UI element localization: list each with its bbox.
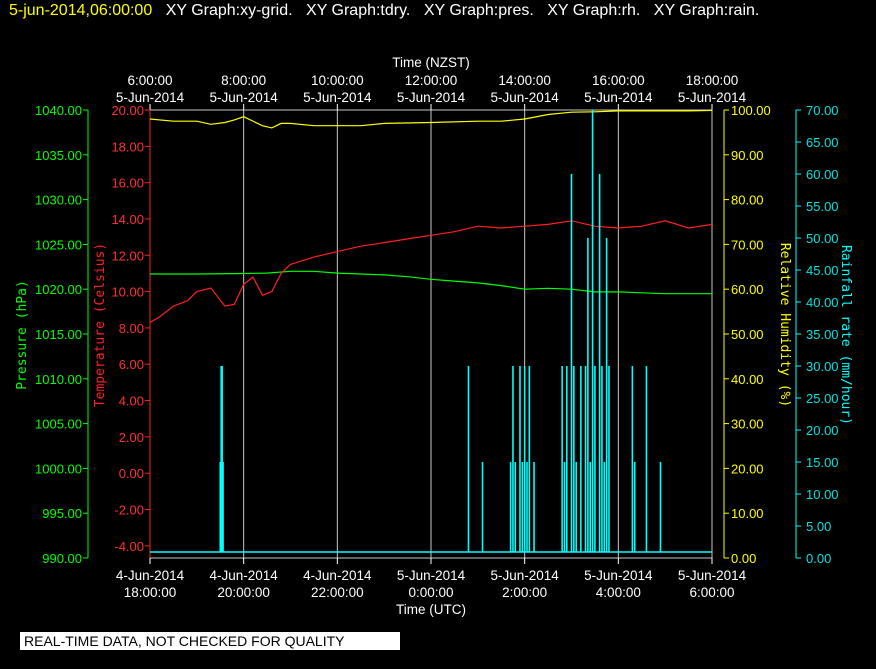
chart-labels: 4-Jun-2014 18:00:00 6:00:00 5-Jun-2014 4-Jun… <box>15 55 853 617</box>
top-tick-time-label: 6:00:00 <box>127 73 172 88</box>
humidity-tick-label: 20.00 <box>731 461 764 476</box>
chart-grid <box>149 109 713 559</box>
pressure-tick-label: 1040.00 <box>35 103 82 118</box>
pressure-tick-label: 995.00 <box>42 506 82 521</box>
rain-tick-label: 25.00 <box>806 391 839 406</box>
top-tick-time-label: 18:00:00 <box>686 73 739 88</box>
humidity-tick-label: 70.00 <box>731 237 764 252</box>
humidity-line <box>149 109 713 129</box>
rain-tick-label: 45.00 <box>806 263 839 278</box>
bottom-tick-date-label: 5-Jun-2014 <box>678 568 747 583</box>
header-graph-rain: XY Graph:rain. <box>653 2 760 19</box>
bottom-tick-time-label: 22:00:00 <box>311 585 364 600</box>
temperature-tick-label: 14.00 <box>111 212 144 227</box>
temperature-tick-label: 4.00 <box>119 394 144 409</box>
temperature-tick-label: 20.00 <box>111 103 144 118</box>
pressure-tick-label: 1025.00 <box>35 237 82 252</box>
chart-axes <box>83 104 801 564</box>
rain-axis-title: Rainfall rate (mm/hour) <box>838 245 853 425</box>
rain-tick-label: 20.00 <box>806 423 839 438</box>
temperature-tick-label: 2.00 <box>119 430 144 445</box>
top-tick-date-label: 5-Jun-2014 <box>303 90 372 105</box>
top-tick-time-label: 8:00:00 <box>221 73 266 88</box>
temperature-tick-label: 10.00 <box>111 285 144 300</box>
header-graph-rh: XY Graph:rh. <box>547 2 641 19</box>
pressure-tick-label: 1000.00 <box>35 461 82 476</box>
pressure-tick-label: 1035.00 <box>35 148 82 163</box>
temperature-tick-label: 8.00 <box>119 321 144 336</box>
top-tick-time-label: 12:00:00 <box>405 73 458 88</box>
top-tick-time-label: 10:00:00 <box>311 73 364 88</box>
rain-tick-label: 15.00 <box>806 455 839 470</box>
humidity-tick-label: 0.00 <box>731 551 756 566</box>
quality-banner: REAL-TIME DATA, NOT CHECKED FOR QUALITY <box>20 632 400 650</box>
header-graph-xy-grid: XY Graph:xy-grid. <box>165 2 293 19</box>
temperature-tick-label: 0.00 <box>119 466 144 481</box>
pressure-tick-label: 1015.00 <box>35 327 82 342</box>
top-tick-date-label: 5-Jun-2014 <box>210 90 279 105</box>
header-graph-pres: XY Graph:pres. <box>423 2 534 19</box>
bottom-tick-time-label: 18:00:00 <box>124 585 177 600</box>
top-tick-date-label: 5-Jun-2014 <box>491 90 560 105</box>
bottom-tick-time-label: 20:00:00 <box>217 585 270 600</box>
humidity-tick-label: 30.00 <box>731 417 764 432</box>
humidity-tick-label: 100.00 <box>731 103 771 118</box>
bottom-tick-time-label: 6:00:00 <box>689 585 734 600</box>
bottom-tick-date-label: 5-Jun-2014 <box>491 568 560 583</box>
humidity-tick-label: 90.00 <box>731 148 764 163</box>
pressure-tick-label: 1010.00 <box>35 372 82 387</box>
rain-tick-label: 0.00 <box>806 551 831 566</box>
top-tick-date-label: 5-Jun-2014 <box>584 90 653 105</box>
bottom-tick-date-label: 5-Jun-2014 <box>584 568 653 583</box>
rain-tick-label: 60.00 <box>806 167 839 182</box>
temperature-tick-label: 18.00 <box>111 139 144 154</box>
pressure-tick-label: 1005.00 <box>35 417 82 432</box>
temperature-tick-label: 6.00 <box>119 357 144 372</box>
temperature-axis-title: Temperature (Celsius) <box>93 243 108 407</box>
rain-tick-label: 35.00 <box>806 327 839 342</box>
top-tick-date-label: 5-Jun-2014 <box>116 90 185 105</box>
rain-tick-label: 65.00 <box>806 135 839 150</box>
bottom-tick-date-label: 4-Jun-2014 <box>303 568 372 583</box>
header-timestamp: 5-jun-2014,06:00:00 <box>9 2 153 19</box>
top-tick-date-label: 5-Jun-2014 <box>397 90 466 105</box>
rain-tick-label: 55.00 <box>806 199 839 214</box>
temperature-tick-label: 16.00 <box>111 176 144 191</box>
humidity-tick-label: 80.00 <box>731 193 764 208</box>
bottom-axis-title: Time (UTC) <box>396 602 466 617</box>
bottom-tick-time-label: 2:00:00 <box>502 585 547 600</box>
top-tick-time-label: 16:00:00 <box>592 73 645 88</box>
humidity-tick-label: 10.00 <box>731 506 764 521</box>
temperature-tick-label: -2.00 <box>114 503 144 518</box>
chart-series <box>149 109 713 553</box>
rain-tick-label: 5.00 <box>806 519 831 534</box>
bottom-tick-time-label: 0:00:00 <box>408 585 453 600</box>
pressure-axis-title: Pressure (hPa) <box>15 280 30 390</box>
humidity-tick-label: 60.00 <box>731 282 764 297</box>
humidity-tick-label: 50.00 <box>731 327 764 342</box>
header-bar: 5-jun-2014,06:00:00 XY Graph:xy-grid. XY… <box>9 2 759 20</box>
humidity-axis-title: Relative Humidity (%) <box>777 243 792 407</box>
bottom-tick-date-label: 4-Jun-2014 <box>116 568 185 583</box>
pressure-tick-label: 990.00 <box>42 551 82 566</box>
rain-tick-label: 40.00 <box>806 295 839 310</box>
header-graph-tdry: XY Graph:tdry. <box>306 2 411 19</box>
rain-tick-label: 70.00 <box>806 103 839 118</box>
top-axis-title: Time (NZST) <box>392 55 470 70</box>
rain-tick-label: 50.00 <box>806 231 839 246</box>
top-tick-time-label: 14:00:00 <box>498 73 551 88</box>
temperature-tick-label: -4.00 <box>114 539 144 554</box>
temperature-tick-label: 12.00 <box>111 248 144 263</box>
pressure-tick-label: 1020.00 <box>35 282 82 297</box>
bottom-tick-date-label: 4-Jun-2014 <box>210 568 279 583</box>
rain-tick-label: 10.00 <box>806 487 839 502</box>
bottom-tick-time-label: 4:00:00 <box>596 585 641 600</box>
pressure-tick-label: 1030.00 <box>35 193 82 208</box>
humidity-tick-label: 40.00 <box>731 372 764 387</box>
bottom-tick-date-label: 5-Jun-2014 <box>397 568 466 583</box>
temperature-line <box>149 220 713 324</box>
rain-tick-label: 30.00 <box>806 359 839 374</box>
top-tick-date-label: 5-Jun-2014 <box>678 90 747 105</box>
